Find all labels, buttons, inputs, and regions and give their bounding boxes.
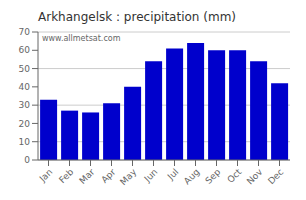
svg-text:Dec: Dec [266, 167, 285, 186]
svg-text:40: 40 [19, 82, 31, 92]
svg-text:Aug: Aug [182, 167, 202, 187]
svg-text:Jan: Jan [37, 167, 55, 185]
svg-text:50: 50 [19, 64, 31, 74]
svg-text:20: 20 [19, 119, 31, 129]
html-text:www.allmetsat.com: www.allmetsat.com [42, 34, 121, 43]
svg-text:Oct: Oct [225, 167, 243, 185]
svg-text:Jun: Jun [142, 167, 160, 185]
svg-text:Nov: Nov [245, 166, 265, 186]
svg-text:Sep: Sep [203, 167, 222, 186]
svg-text:Feb: Feb [57, 167, 76, 186]
svg-text:May: May [118, 166, 139, 187]
svg-text:Mar: Mar [77, 167, 96, 186]
svg-text:Jul: Jul [165, 167, 180, 182]
html-text:Arkhangelsk : precipitation (m: Arkhangelsk : precipitation (mm) [38, 10, 236, 24]
svg-text:70: 70 [19, 27, 31, 37]
svg-text:Apr: Apr [99, 167, 117, 185]
svg-text:60: 60 [19, 45, 31, 55]
svg-text:10: 10 [19, 137, 31, 147]
svg-text:30: 30 [19, 100, 31, 110]
svg-text:0: 0 [24, 155, 30, 165]
